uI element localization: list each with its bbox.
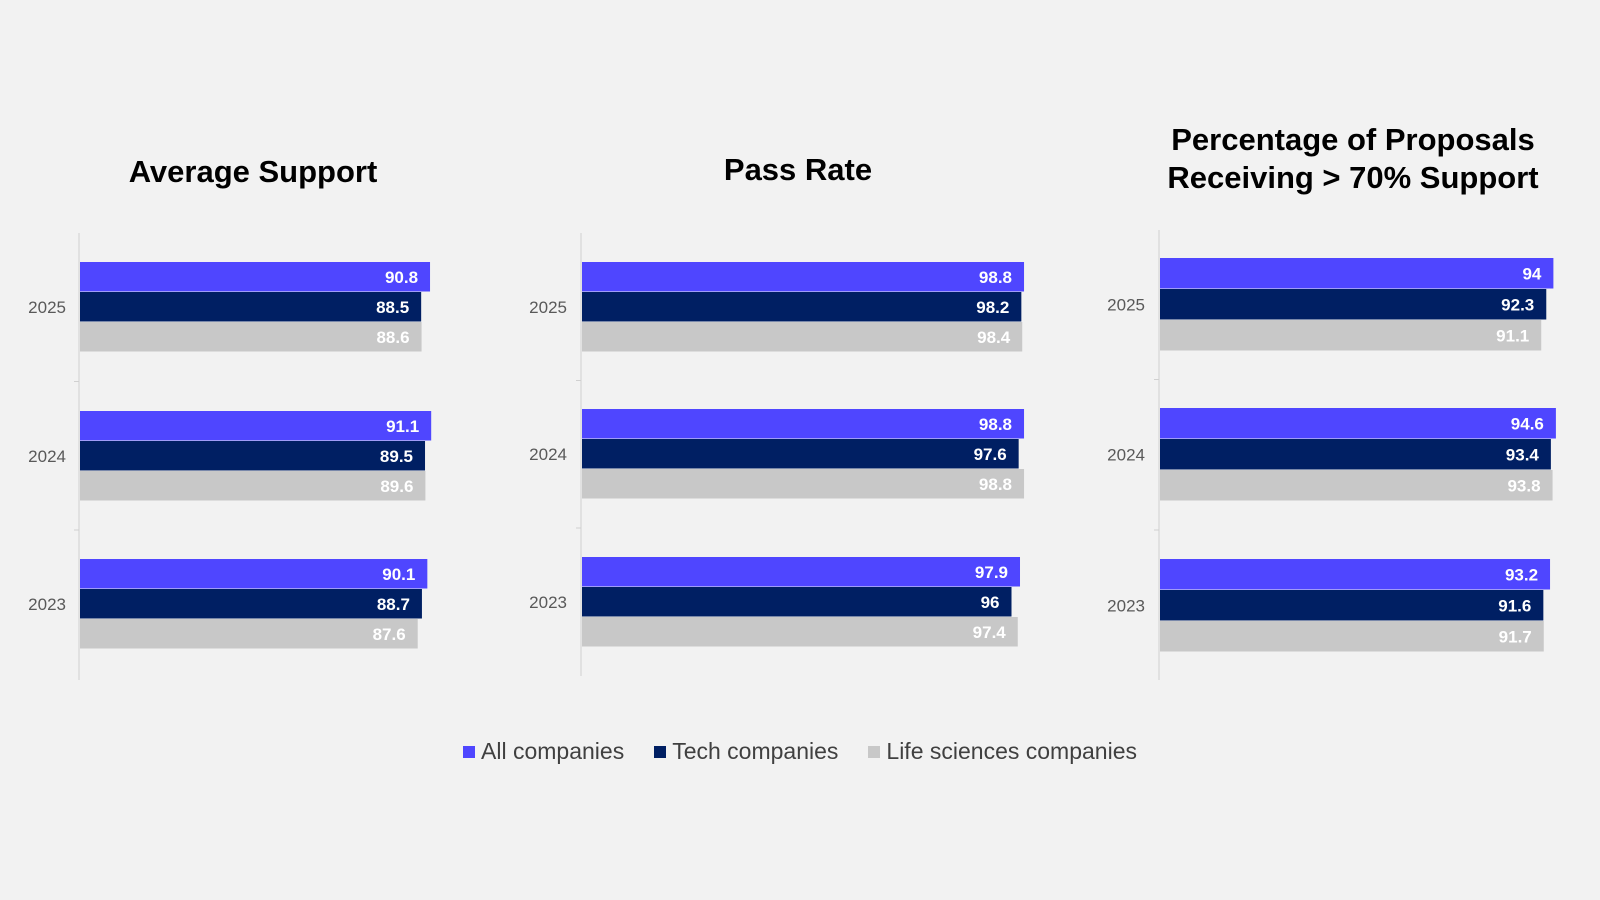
data-label-tech-companies-2023: 88.7 (377, 595, 410, 614)
chart-title: Average Support (129, 154, 378, 189)
legend-label-tech-companies: Tech companies (672, 738, 839, 764)
chart-title-line: Receiving > 70% Support (1167, 160, 1538, 195)
data-label-life-sciences-companies-2024: 93.8 (1507, 477, 1540, 496)
legend-item-life-sciences-companies: Life sciences companies (868, 738, 1137, 765)
data-label-tech-companies-2024: 93.4 (1506, 446, 1540, 465)
bar-all-companies-2024 (80, 411, 432, 441)
data-label-life-sciences-companies-2025: 88.6 (376, 328, 409, 347)
data-label-all-companies-2024: 91.1 (386, 417, 419, 436)
bar-tech-companies-2025 (1160, 289, 1547, 320)
bar-tech-companies-2023 (582, 587, 1012, 617)
data-label-life-sciences-companies-2023: 91.7 (1499, 628, 1532, 647)
data-label-life-sciences-companies-2024: 89.6 (380, 477, 413, 496)
legend-swatch-tech-companies (654, 745, 667, 758)
bar-life-sciences-companies-2024 (80, 471, 426, 501)
bar-tech-companies-2023 (1160, 590, 1544, 621)
bar-all-companies-2025 (80, 262, 431, 292)
bar-tech-companies-2024 (1160, 439, 1551, 470)
legend-label-all-companies: All companies (481, 738, 625, 764)
legend-item-tech-companies: Tech companies (654, 738, 838, 765)
legend-swatch-life-sciences-companies (868, 745, 881, 758)
data-label-all-companies-2025: 94 (1522, 265, 1541, 284)
bar-life-sciences-companies-2025 (80, 322, 422, 352)
data-label-all-companies-2023: 93.2 (1505, 566, 1538, 585)
category-label-2023: 2023 (1107, 597, 1145, 616)
bar-tech-companies-2025 (80, 292, 422, 322)
bar-all-companies-2024 (582, 409, 1025, 439)
data-label-all-companies-2025: 90.8 (385, 268, 418, 287)
data-label-life-sciences-companies-2025: 98.4 (977, 328, 1011, 347)
bar-life-sciences-companies-2023 (80, 619, 418, 649)
legend-label-life-sciences-companies: Life sciences companies (886, 738, 1137, 764)
bar-tech-companies-2025 (582, 292, 1022, 322)
legend: All companies Tech companies Life scienc… (0, 738, 1600, 765)
legend-item-all-companies: All companies (463, 738, 624, 765)
bar-all-companies-2023 (582, 557, 1021, 587)
category-label-2025: 2025 (529, 298, 567, 317)
legend-swatch-all-companies (463, 745, 476, 758)
bar-all-companies-2024 (1160, 408, 1556, 439)
bar-life-sciences-companies-2025 (1160, 320, 1542, 351)
chart-title-line: Average Support (129, 154, 378, 189)
data-label-tech-companies-2023: 91.6 (1498, 597, 1531, 616)
chart-panel-1: Average Support 2025 90.8 88.5 88.6 2024 91.1 8… (28, 154, 432, 680)
bar-tech-companies-2024 (80, 441, 426, 471)
data-label-life-sciences-companies-2023: 87.6 (373, 625, 406, 644)
chart-panel-2: Pass Rate 2025 98.8 98.2 98.4 2024 98.8 97.6 98.… (529, 152, 1025, 676)
chart-title-line: Percentage of Proposals (1171, 122, 1535, 157)
data-label-all-companies-2023: 97.9 (975, 563, 1008, 582)
bar-all-companies-2025 (1160, 258, 1554, 289)
data-label-tech-companies-2025: 92.3 (1501, 296, 1534, 315)
data-label-tech-companies-2023: 96 (981, 593, 1000, 612)
chart-title: Pass Rate (724, 152, 872, 187)
data-label-all-companies-2025: 98.8 (979, 268, 1012, 287)
bar-life-sciences-companies-2025 (582, 322, 1023, 352)
category-label-2024: 2024 (28, 447, 66, 466)
category-label-2023: 2023 (28, 595, 66, 614)
data-label-tech-companies-2025: 88.5 (376, 298, 409, 317)
category-label-2025: 2025 (28, 298, 66, 317)
bar-tech-companies-2024 (582, 439, 1019, 469)
bar-all-companies-2023 (80, 559, 428, 589)
data-label-all-companies-2024: 94.6 (1511, 415, 1544, 434)
chart-title: Percentage of Proposals Receiving > 70% S… (1167, 122, 1538, 195)
bar-all-companies-2025 (582, 262, 1025, 292)
data-label-tech-companies-2024: 97.6 (974, 445, 1007, 464)
bar-life-sciences-companies-2023 (582, 617, 1018, 647)
category-label-2023: 2023 (529, 593, 567, 612)
bar-tech-companies-2023 (80, 589, 422, 619)
chart-panel-3: Percentage of Proposals Receiving > 70% S… (1107, 122, 1556, 680)
data-label-all-companies-2024: 98.8 (979, 415, 1012, 434)
data-label-life-sciences-companies-2025: 91.1 (1496, 327, 1529, 346)
category-label-2024: 2024 (1107, 446, 1145, 465)
bar-life-sciences-companies-2024 (1160, 470, 1553, 501)
data-label-tech-companies-2025: 98.2 (976, 298, 1009, 317)
data-label-all-companies-2023: 90.1 (382, 565, 415, 584)
data-label-tech-companies-2024: 89.5 (380, 447, 413, 466)
data-label-life-sciences-companies-2024: 98.8 (979, 475, 1012, 494)
data-label-life-sciences-companies-2023: 97.4 (973, 623, 1007, 642)
bar-life-sciences-companies-2024 (582, 469, 1025, 499)
chart-title-line: Pass Rate (724, 152, 872, 187)
category-label-2024: 2024 (529, 445, 567, 464)
category-label-2025: 2025 (1107, 296, 1145, 315)
bar-all-companies-2023 (1160, 559, 1551, 590)
bar-life-sciences-companies-2023 (1160, 621, 1544, 652)
